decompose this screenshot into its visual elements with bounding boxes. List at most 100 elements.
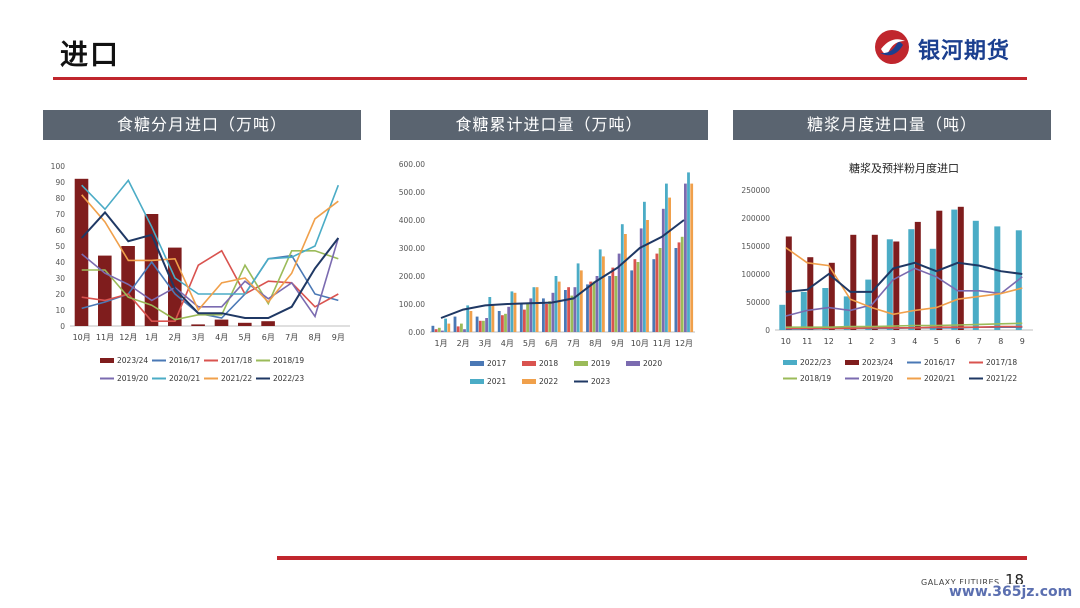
y-tick-label: 20 xyxy=(55,290,65,299)
bar-2020 xyxy=(507,306,511,332)
legend-label-2021/22: 2021/22 xyxy=(986,374,1017,383)
bar-2023/24 xyxy=(74,178,89,326)
legend-label-2019/20: 2019/20 xyxy=(117,374,148,383)
panel-title-cumulative-import: 食糖累计进口量（万吨） xyxy=(390,110,708,140)
legend-label-2022/23: 2022/23 xyxy=(273,374,304,383)
x-tick-label: 11 xyxy=(802,337,812,346)
legend-swatch-2023/24 xyxy=(845,360,859,365)
bar-2018 xyxy=(655,253,659,332)
x-tick-label: 9 xyxy=(1020,337,1025,346)
bar-2019 xyxy=(460,323,463,332)
bar-2021 xyxy=(510,291,514,332)
legend-swatch-2017 xyxy=(470,361,484,366)
bar-2020 xyxy=(661,208,665,332)
bar-2023/24 xyxy=(238,322,252,326)
y-tick-label: 200000 xyxy=(741,214,770,223)
bar-2021 xyxy=(466,305,470,332)
page-title: 进口 xyxy=(60,38,121,71)
chart-title: 糖浆及预拌粉月度进口 xyxy=(849,161,959,175)
bar-2020 xyxy=(529,298,533,332)
line-2017/18 xyxy=(81,249,339,322)
bar-2021 xyxy=(554,276,558,332)
bar-2017 xyxy=(431,325,435,332)
x-tick-label: 1月 xyxy=(145,333,158,342)
bar-2022/23 xyxy=(865,279,872,330)
bar-2023/24 xyxy=(785,236,792,330)
legend-label-2020: 2020 xyxy=(643,359,662,368)
y-tick-label: 250000 xyxy=(741,186,770,195)
bar-2023/24 xyxy=(121,246,135,326)
y-tick-label: 0 xyxy=(60,322,65,331)
bar-2017 xyxy=(674,248,678,332)
bar-2020 xyxy=(441,330,444,332)
line-2019/20 xyxy=(785,267,1023,317)
x-tick-label: 3 xyxy=(891,337,896,346)
x-tick-label: 2 xyxy=(869,337,874,346)
x-tick-label: 7 xyxy=(977,337,982,346)
bar-2019 xyxy=(636,262,640,332)
y-tick-label: 100.00 xyxy=(399,300,425,309)
bar-2022/23 xyxy=(994,226,1001,330)
bar-2020 xyxy=(639,228,643,332)
legend-label-2017: 2017 xyxy=(487,359,506,368)
y-tick-label: 100000 xyxy=(741,270,770,279)
legend-swatch-2022/23 xyxy=(783,360,797,365)
bar-2017 xyxy=(453,316,457,332)
legend-label-2023/24: 2023/24 xyxy=(117,356,148,365)
bar-2019 xyxy=(592,281,596,332)
bar-2018 xyxy=(478,320,482,332)
line-2021/22 xyxy=(81,194,339,312)
bar-2022/23 xyxy=(972,220,979,330)
legend-swatch-2023/24 xyxy=(100,358,114,363)
bar-2018 xyxy=(677,242,681,332)
bar-2017 xyxy=(608,276,611,332)
bar-2020 xyxy=(485,318,488,332)
bar-2017 xyxy=(519,304,523,332)
bar-2019 xyxy=(437,327,441,332)
y-tick-label: 0 xyxy=(765,326,770,335)
bar-2022 xyxy=(646,220,649,332)
x-tick-label: 3月 xyxy=(192,333,205,342)
brand-logo: 银河期货 xyxy=(872,27,1032,67)
bar-2018 xyxy=(589,281,593,332)
legend-label-2021/22: 2021/22 xyxy=(221,374,252,383)
bar-2019 xyxy=(680,236,684,332)
legend-label-2020/21: 2020/21 xyxy=(169,374,200,383)
x-tick-label: 8 xyxy=(998,337,1003,346)
bar-2022 xyxy=(690,183,694,332)
bar-2021 xyxy=(488,297,492,332)
line-2021/22 xyxy=(785,261,1023,293)
x-tick-label: 10月 xyxy=(73,333,91,342)
x-tick-label: 8月 xyxy=(308,333,321,342)
x-tick-label: 10 xyxy=(781,337,791,346)
legend-label-2016/17: 2016/17 xyxy=(924,358,955,367)
x-tick-label: 10月 xyxy=(631,339,649,348)
bar-2022 xyxy=(602,256,605,332)
y-tick-label: 400.00 xyxy=(399,216,425,225)
bar-2023/24 xyxy=(871,234,878,330)
y-tick-label: 40 xyxy=(55,258,65,267)
bar-2023/24 xyxy=(893,241,900,330)
bar-2021 xyxy=(532,287,536,332)
bar-2019 xyxy=(482,320,485,332)
footer-brand: GALAXY FUTURES xyxy=(921,578,1000,587)
bar-2021 xyxy=(598,249,602,332)
bar-2022/23 xyxy=(843,296,850,330)
bar-2020 xyxy=(551,292,555,332)
x-tick-label: 5 xyxy=(934,337,939,346)
bar-2023/24 xyxy=(807,257,814,330)
bar-2019 xyxy=(614,276,618,332)
x-tick-label: 1 xyxy=(848,337,853,346)
y-tick-label: 80 xyxy=(55,194,65,203)
x-tick-label: 7月 xyxy=(567,339,580,348)
bar-2018 xyxy=(456,326,460,332)
x-tick-label: 11月 xyxy=(653,339,671,348)
bar-2017 xyxy=(652,259,656,332)
x-tick-label: 7月 xyxy=(285,333,298,342)
bar-2020 xyxy=(463,329,466,332)
bar-2021 xyxy=(643,201,646,332)
legend-label-2017/18: 2017/18 xyxy=(221,356,252,365)
legend-label-2019/20: 2019/20 xyxy=(862,374,893,383)
bar-2017 xyxy=(475,316,479,332)
bar-2022 xyxy=(668,197,671,332)
